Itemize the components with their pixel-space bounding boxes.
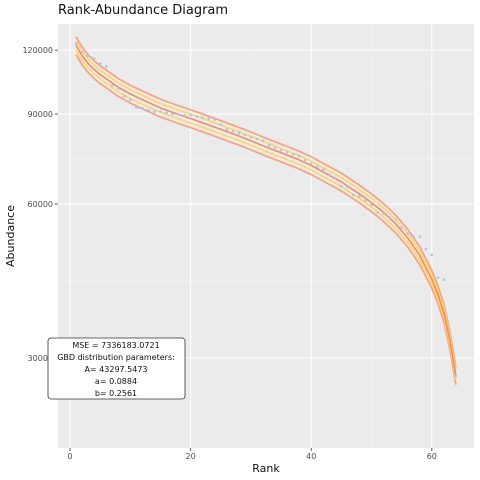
data-point — [177, 113, 180, 116]
data-point — [243, 133, 247, 136]
data-point — [297, 154, 301, 158]
annotation-param-a: a= 0.0884 — [95, 377, 137, 386]
data-point — [400, 226, 403, 229]
data-point — [110, 83, 114, 87]
data-point — [80, 50, 84, 54]
x-tick-label: 0 — [68, 452, 73, 461]
data-point — [267, 143, 271, 147]
data-point — [189, 113, 192, 117]
data-points — [74, 42, 458, 377]
data-point — [279, 148, 283, 152]
data-point — [207, 117, 211, 120]
x-tick-label: 40 — [306, 452, 316, 461]
data-point — [153, 110, 156, 113]
y-axis-title: Abundance — [4, 205, 17, 267]
band-outer-upper — [75, 36, 457, 368]
y-tick-label: 120000 — [22, 46, 53, 55]
data-point — [352, 193, 355, 197]
annotation-params-label: GBD distribution parameters: — [57, 353, 175, 362]
data-point — [255, 137, 259, 141]
data-point — [98, 62, 102, 65]
data-point — [237, 132, 241, 135]
data-point — [201, 116, 204, 120]
annotation-param-b: b= 0.2561 — [95, 389, 137, 398]
y-tick-label: 30000 — [28, 354, 53, 363]
data-point — [213, 118, 217, 121]
x-tick-label: 20 — [186, 452, 196, 461]
fitted-curve — [75, 45, 457, 376]
annotation-box: MSE = 7336183.0721 GBD distribution para… — [47, 337, 186, 400]
data-point — [376, 211, 379, 214]
band-outer-lower — [75, 54, 457, 385]
data-point — [442, 278, 446, 281]
data-point — [388, 216, 391, 219]
data-point — [424, 247, 428, 251]
data-point — [74, 42, 78, 46]
data-point — [291, 153, 295, 156]
data-point — [147, 109, 150, 112]
data-point — [334, 176, 337, 180]
data-point — [406, 232, 409, 236]
data-point — [303, 158, 307, 162]
data-point — [321, 168, 325, 172]
chart-title: Rank-Abundance Diagram — [58, 3, 228, 18]
data-point — [171, 112, 174, 116]
data-point — [231, 130, 235, 133]
annotation-param-A: A= 43297.5473 — [84, 365, 147, 374]
data-point — [86, 54, 90, 58]
data-point — [285, 150, 289, 154]
data-point — [394, 218, 397, 221]
data-point — [123, 94, 126, 98]
annotation-frame — [47, 337, 186, 400]
data-point — [195, 115, 198, 118]
data-point — [436, 276, 440, 279]
data-point — [273, 146, 277, 150]
data-point — [225, 128, 229, 131]
data-point — [159, 110, 162, 113]
data-point — [315, 165, 319, 168]
x-tick-label: 60 — [427, 452, 437, 461]
data-point — [165, 111, 168, 115]
data-point — [129, 98, 132, 101]
data-point — [249, 136, 253, 139]
band-inner-lower — [75, 49, 457, 381]
data-point — [454, 374, 458, 377]
data-point — [328, 173, 331, 176]
data-point — [116, 87, 120, 90]
data-point — [104, 65, 108, 68]
data-point — [340, 184, 343, 188]
data-point — [382, 212, 385, 215]
data-point — [309, 162, 313, 165]
data-point — [261, 139, 265, 143]
data-point — [370, 203, 373, 207]
y-tick-label: 90000 — [28, 110, 53, 119]
data-point — [141, 107, 144, 110]
data-point — [358, 194, 361, 198]
data-point — [183, 113, 186, 117]
data-point — [92, 57, 96, 60]
x-axis-title: Rank — [252, 462, 280, 475]
data-point — [412, 235, 416, 238]
data-point — [430, 253, 434, 257]
data-point — [135, 106, 138, 109]
data-point — [418, 235, 422, 238]
annotation-mse: MSE = 7336183.0721 — [72, 341, 159, 350]
data-point — [364, 199, 367, 202]
y-tick-label: 60000 — [28, 200, 53, 209]
data-point — [219, 123, 223, 126]
data-point — [346, 185, 349, 189]
